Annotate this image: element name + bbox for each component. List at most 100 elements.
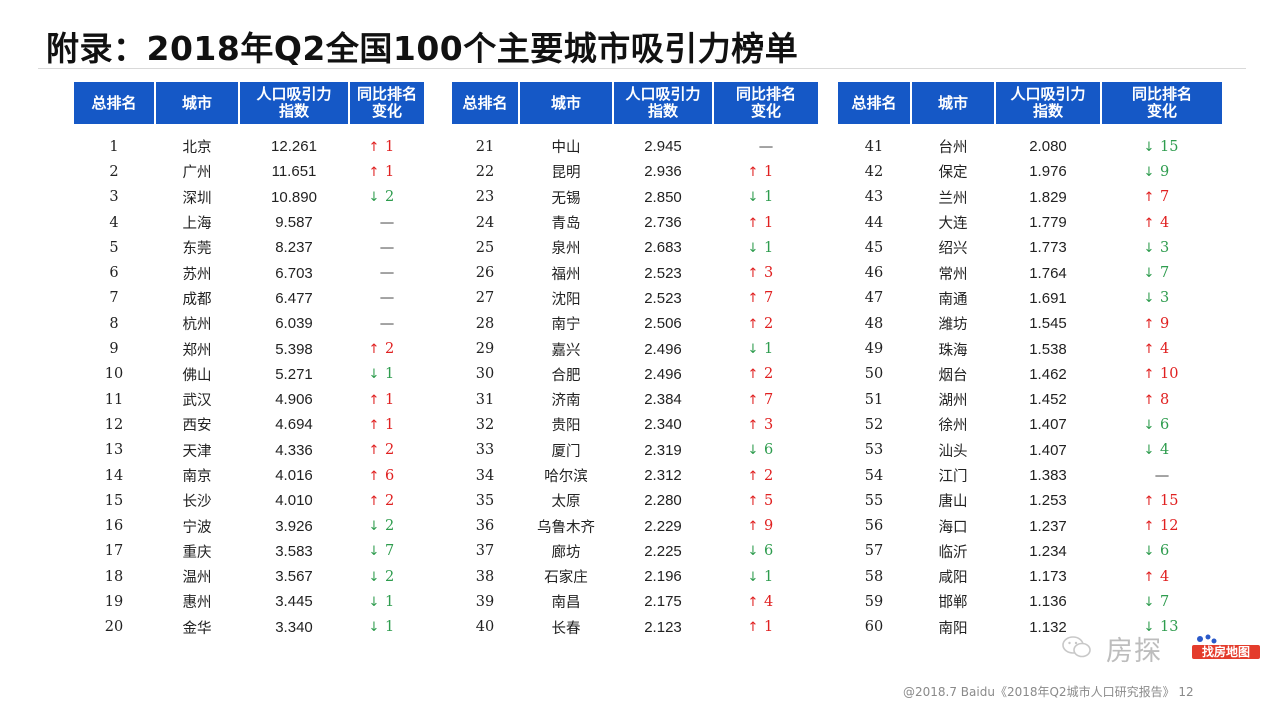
arrow-up-icon: ↑ — [747, 519, 759, 535]
city-cell: 青岛 — [551, 216, 581, 233]
change-cell: ↓ 1 — [714, 336, 818, 361]
change-cell: ↑ 2 — [714, 463, 818, 488]
change-value: 1 — [385, 593, 395, 610]
table-row: 59 邯郸 1.136 ↓ 7 — [838, 589, 1222, 614]
change-cell: ↓ 1 — [350, 362, 424, 387]
table-row: 15 长沙 4.010 ↑ 2 — [74, 488, 424, 513]
change-value: 3 — [1160, 290, 1170, 307]
arrow-up-icon: ↑ — [1143, 342, 1155, 358]
arrow-down-icon: ↓ — [368, 519, 380, 535]
change-cell: ↑ 3 — [714, 260, 818, 285]
table-row: 38 石家庄 2.196 ↓ 1 — [452, 564, 818, 589]
index-cell: 4.906 — [275, 391, 313, 409]
table-header-row: 总排名 城市 人口吸引力 指数 同比排名 变化 — [838, 82, 1222, 124]
table-row: 46 常州 1.764 ↓ 7 — [838, 260, 1222, 285]
rank-cell: 26 — [475, 265, 495, 282]
change-value: 3 — [764, 265, 774, 282]
no-change-dash: — — [379, 239, 395, 256]
table-row: 2 广州 11.651 ↑ 1 — [74, 159, 424, 184]
rank-cell: 5 — [109, 239, 119, 256]
index-cell: 12.261 — [271, 138, 317, 156]
city-cell: 合肥 — [551, 367, 581, 384]
rank-cell: 4 — [109, 214, 119, 231]
index-cell: 3.445 — [275, 593, 313, 611]
change-value: 6 — [764, 543, 774, 560]
arrow-up-icon: ↑ — [747, 291, 759, 307]
rank-cell: 57 — [864, 543, 884, 560]
arrow-down-icon: ↓ — [1143, 164, 1155, 180]
index-cell: 5.398 — [275, 340, 313, 358]
table-row: 14 南京 4.016 ↑ 6 — [74, 463, 424, 488]
change-value: 6 — [764, 442, 774, 459]
city-cell: 临沂 — [938, 544, 968, 561]
table-row: 5 东莞 8.237 — — [74, 235, 424, 260]
rank-cell: 53 — [864, 442, 884, 459]
watermark-text: 房探 — [1106, 636, 1162, 667]
table-row: 36 乌鲁木齐 2.229 ↑ 9 — [452, 513, 818, 538]
rank-cell: 25 — [475, 239, 495, 256]
city-cell: 惠州 — [182, 595, 212, 612]
change-value: 2 — [385, 442, 395, 459]
header-change-text: 变化 — [1146, 102, 1177, 120]
city-cell: 广州 — [182, 165, 212, 182]
index-cell: 1.462 — [1029, 365, 1067, 383]
city-cell: 廊坊 — [551, 544, 581, 561]
change-value: 2 — [385, 568, 395, 585]
change-cell: ↓ 1 — [350, 589, 424, 614]
change-cell: ↑ 2 — [350, 488, 424, 513]
city-cell: 西安 — [182, 418, 212, 435]
rank-cell: 2 — [109, 163, 119, 180]
table-row: 23 无锡 2.850 ↓ 1 — [452, 185, 818, 210]
header-rank: 总排名 — [452, 82, 518, 124]
table-row: 40 长春 2.123 ↑ 1 — [452, 615, 818, 640]
table-row: 10 佛山 5.271 ↓ 1 — [74, 362, 424, 387]
change-cell: ↑ 12 — [1102, 513, 1222, 538]
arrow-up-icon: ↑ — [747, 367, 759, 383]
rank-cell: 20 — [104, 619, 124, 636]
change-cell: ↑ 9 — [1102, 311, 1222, 336]
arrow-down-icon: ↓ — [1143, 291, 1155, 307]
table-row: 16 宁波 3.926 ↓ 2 — [74, 513, 424, 538]
change-cell: ↑ 9 — [714, 513, 818, 538]
city-cell: 烟台 — [938, 367, 968, 384]
header-index: 人口吸引力 指数 — [996, 82, 1100, 124]
change-cell: ↑ 2 — [350, 336, 424, 361]
index-cell: 2.384 — [644, 391, 682, 409]
index-cell: 6.477 — [275, 289, 313, 307]
title-divider — [38, 68, 1246, 69]
rank-cell: 48 — [864, 315, 884, 332]
arrow-down-icon: ↓ — [747, 342, 759, 358]
header-change: 同比排名 变化 — [1102, 82, 1222, 124]
header-index-text: 人口吸引力 — [625, 85, 701, 103]
index-cell: 1.407 — [1029, 441, 1067, 459]
index-cell: 1.452 — [1029, 391, 1067, 409]
change-value: 9 — [764, 518, 774, 535]
index-cell: 2.945 — [644, 138, 682, 156]
table-row: 42 保定 1.976 ↓ 9 — [838, 159, 1222, 184]
table-row: 53 汕头 1.407 ↓ 4 — [838, 438, 1222, 463]
header-index-text: 人口吸引力 — [256, 85, 332, 103]
city-cell: 太原 — [551, 494, 581, 511]
header-rank-text: 总排名 — [91, 93, 137, 112]
arrow-down-icon: ↓ — [368, 190, 380, 206]
change-value: 1 — [764, 214, 774, 231]
header-index-text: 指数 — [647, 102, 678, 120]
change-cell: ↑ 10 — [1102, 362, 1222, 387]
rank-cell: 1 — [109, 138, 119, 155]
arrow-up-icon: ↑ — [1143, 569, 1155, 585]
rank-cell: 36 — [475, 518, 495, 535]
change-cell: ↑ 4 — [1102, 564, 1222, 589]
table-row: 52 徐州 1.407 ↓ 6 — [838, 412, 1222, 437]
rank-cell: 16 — [104, 518, 124, 535]
table-row: 32 贵阳 2.340 ↑ 3 — [452, 412, 818, 437]
index-cell: 4.016 — [275, 467, 313, 484]
rank-cell: 7 — [109, 290, 119, 307]
rank-cell: 51 — [864, 391, 884, 408]
table-row: 28 南宁 2.506 ↑ 2 — [452, 311, 818, 336]
rank-cell: 45 — [864, 239, 884, 256]
table-header-row: 总排名 城市 人口吸引力 指数 同比排名 变化 — [74, 82, 424, 124]
rank-cell: 34 — [475, 467, 495, 484]
header-change-text: 变化 — [750, 102, 781, 120]
change-cell: ↑ 2 — [350, 438, 424, 463]
city-cell: 金华 — [182, 620, 212, 637]
